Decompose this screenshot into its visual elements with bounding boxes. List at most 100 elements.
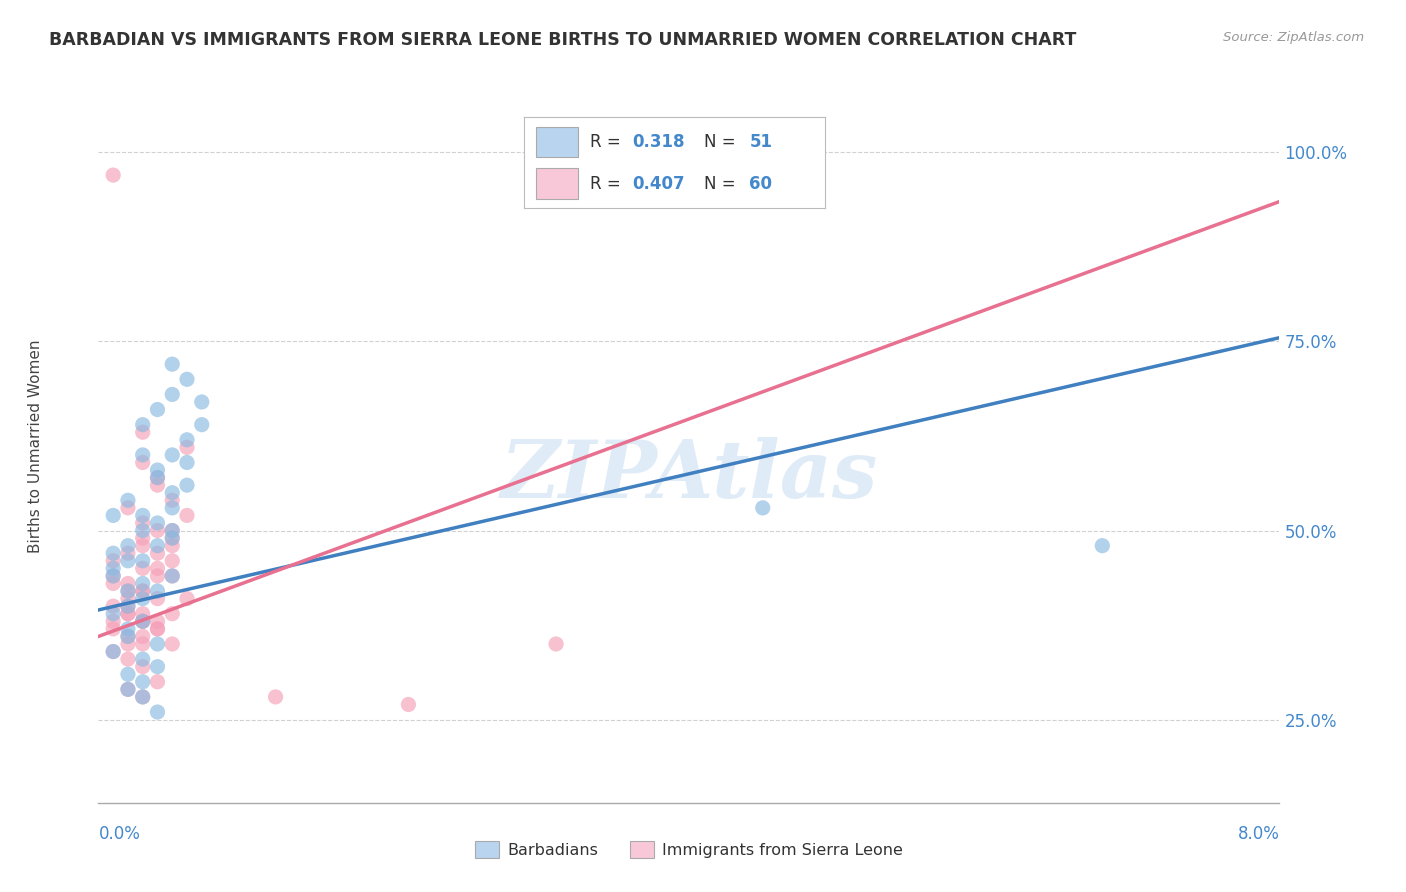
Point [132,637,155,651]
Text: 0.0%: 0.0% [98,825,141,844]
Point [162,387,183,401]
Point [176,478,198,492]
Point [132,615,155,629]
Point [132,584,155,599]
Text: N =: N = [704,175,741,193]
Point [103,622,124,636]
Point [117,500,139,515]
Text: BARBADIAN VS IMMIGRANTS FROM SIERRA LEONE BIRTHS TO UNMARRIED WOMEN CORRELATION : BARBADIAN VS IMMIGRANTS FROM SIERRA LEON… [49,31,1077,49]
Point [117,637,139,651]
Point [191,417,214,432]
Point [146,470,169,484]
Bar [536,168,578,199]
Point [162,485,183,500]
Point [146,591,169,606]
Point [176,455,198,469]
Point [132,659,155,673]
Point [146,470,169,484]
Point [103,546,124,560]
Point [132,417,155,432]
Point [132,448,155,462]
Point [132,455,155,469]
Point [146,539,169,553]
Point [132,584,155,599]
Point [117,607,139,621]
Point [162,531,183,545]
Point [162,554,183,568]
Point [103,569,124,583]
Text: Births to Unmarried Women: Births to Unmarried Women [28,339,42,553]
Point [132,629,155,643]
Point [117,629,139,643]
Point [146,569,169,583]
Point [132,508,155,523]
Point [146,524,169,538]
Text: R =: R = [591,175,626,193]
Point [117,629,139,643]
Point [176,441,198,455]
Point [146,463,169,477]
Point [132,425,155,440]
Point [103,569,124,583]
Point [162,524,183,538]
Point [103,607,124,621]
Point [146,546,169,560]
Point [132,531,155,545]
Point [132,652,155,666]
Point [132,615,155,629]
Point [132,674,155,689]
Point [146,402,169,417]
Point [103,554,124,568]
Point [162,607,183,621]
Text: Source: ZipAtlas.com: Source: ZipAtlas.com [1223,31,1364,45]
Point [146,659,169,673]
Point [132,690,155,704]
Point [117,682,139,697]
Point [132,607,155,621]
Text: 0.407: 0.407 [633,175,685,193]
Point [117,584,139,599]
Point [162,500,183,515]
Text: ZIPAtlas: ZIPAtlas [501,437,877,515]
Point [103,599,124,614]
Text: 60: 60 [749,175,772,193]
Point [176,433,198,447]
Point [103,615,124,629]
Point [146,615,169,629]
Point [117,539,139,553]
Point [162,637,183,651]
Point [132,561,155,575]
Point [146,622,169,636]
Text: 0.318: 0.318 [633,133,685,151]
Point [103,576,124,591]
Point [117,599,139,614]
Point [146,637,169,651]
Point [103,644,124,658]
Point [117,667,139,681]
Point [751,500,773,515]
Point [1091,539,1114,553]
Point [117,682,139,697]
Point [117,607,139,621]
Point [191,395,214,409]
Point [117,576,139,591]
Legend: Barbadians, Immigrants from Sierra Leone: Barbadians, Immigrants from Sierra Leone [468,835,910,864]
Point [132,690,155,704]
Point [117,622,139,636]
Point [132,516,155,530]
Point [132,554,155,568]
Point [117,591,139,606]
Point [162,448,183,462]
Point [146,561,169,575]
Point [132,576,155,591]
Point [162,569,183,583]
Point [117,652,139,666]
Point [132,539,155,553]
Point [103,644,124,658]
Point [132,524,155,538]
Point [162,569,183,583]
Point [146,516,169,530]
Point [146,622,169,636]
Point [176,508,198,523]
Point [117,554,139,568]
